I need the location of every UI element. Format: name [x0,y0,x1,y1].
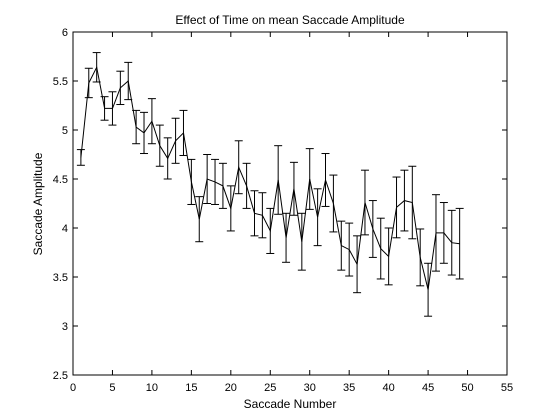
x-tick-label: 40 [383,382,395,394]
x-tick-label: 25 [264,382,276,394]
y-tick-label: 4.5 [53,174,68,186]
x-tick-label: 15 [185,382,197,394]
x-tick-label: 20 [225,382,237,394]
y-tick-label: 6 [62,27,68,39]
y-tick-label: 4 [62,223,68,235]
x-tick-label: 45 [422,382,434,394]
y-tick-label: 3 [62,321,68,333]
x-tick-label: 10 [146,382,158,394]
x-axis: 0 5 10 15 20 25 30 35 40 45 50 55 [70,32,513,394]
x-tick-label: 5 [109,382,115,394]
y-axis-label: Saccade Amplitude [31,152,45,255]
y-tick-label: 2.5 [53,370,68,382]
x-tick-label: 35 [343,382,355,394]
x-tick-label: 50 [461,382,473,394]
x-tick-label: 30 [304,382,316,394]
y-tick-label: 5.5 [53,76,68,88]
x-tick-label: 55 [501,382,513,394]
y-axis: 2.5 3 3.5 4 4.5 5 5.5 6 [53,27,507,382]
x-tick-label: 0 [70,382,76,394]
y-tick-label: 5 [62,125,68,137]
plot-area [72,31,508,376]
series-line [80,65,460,290]
x-axis-label: Saccade Number [244,397,337,411]
y-tick-label: 3.5 [53,272,68,284]
chart-title: Effect of Time on mean Saccade Amplitude [175,13,405,27]
